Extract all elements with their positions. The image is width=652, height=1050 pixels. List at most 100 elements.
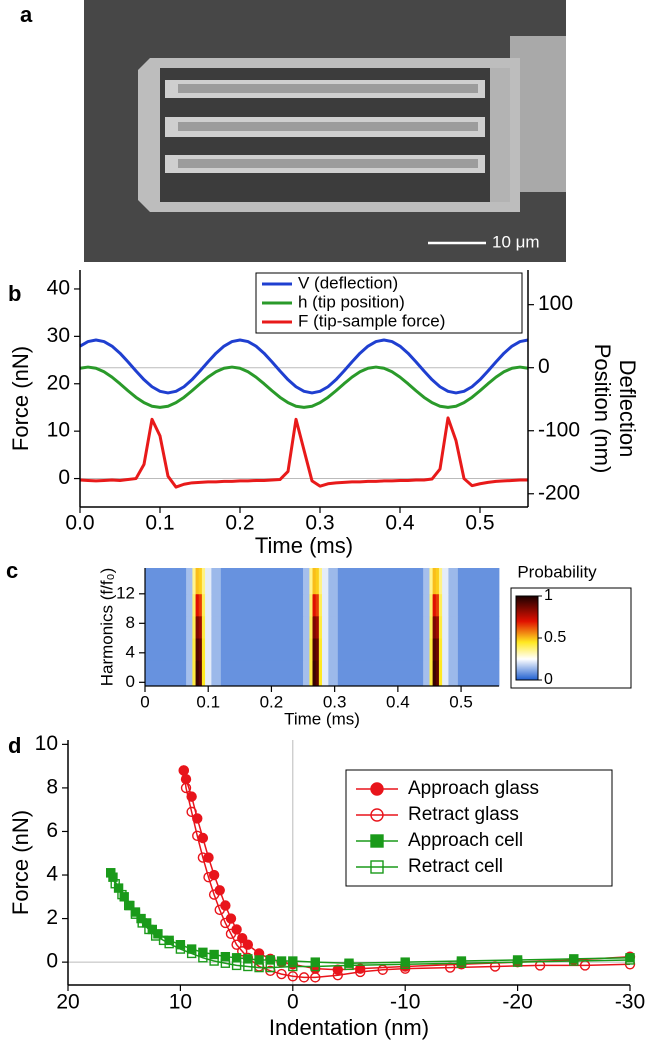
marker: [344, 960, 354, 971]
marker: [237, 932, 248, 944]
beam-slot: [178, 159, 478, 168]
marker: [276, 968, 287, 980]
heatmap-cell: [201, 660, 206, 687]
heatmap-cell: [145, 660, 187, 687]
heatmap-cell: [337, 568, 424, 595]
heatmap-cell: [195, 615, 200, 639]
heatmap-cell: [328, 615, 339, 639]
heatmap-cell: [448, 660, 459, 687]
heatmap-cell: [309, 615, 313, 639]
heatmap-cell: [211, 660, 222, 687]
colorbar-title: Probability: [517, 562, 597, 581]
y-tick-label: 0: [58, 466, 70, 489]
x-tick-label: 0.4: [385, 512, 415, 535]
heatmap-cell: [337, 660, 424, 687]
y-axis-title: Harmonics (f/f₀): [97, 568, 116, 687]
marker: [123, 900, 134, 911]
heatmap-cell: [435, 660, 440, 687]
marker: [164, 938, 174, 949]
series-line: [79, 416, 528, 489]
legend-label: Retract glass: [408, 804, 519, 825]
heatmap-cell: [220, 593, 304, 617]
heatmap-cell: [309, 568, 313, 595]
x-tick-label: 20: [56, 991, 79, 1014]
x-tick-label: -10: [390, 991, 420, 1014]
heatmap-cell: [145, 593, 187, 617]
y2-axis-title: Deflection: [615, 360, 640, 458]
heatmap-cell: [457, 593, 500, 617]
heatmap-cell: [309, 593, 313, 617]
heatmap-cell: [442, 660, 449, 687]
heatmap-cell: [322, 660, 329, 687]
series-line: [183, 770, 631, 979]
heatmap-cell: [337, 638, 424, 661]
marker: [254, 962, 264, 973]
heatmap-cell: [312, 593, 317, 617]
x-tick-label: -30: [615, 991, 645, 1014]
y2-tick-label: 100: [538, 292, 573, 315]
heatmap-cell: [303, 660, 310, 687]
heatmap-cell: [186, 593, 193, 617]
marker: [203, 872, 214, 883]
marker: [310, 961, 320, 972]
y-axis-title: Force (nN): [8, 346, 33, 451]
y2-tick-label: 0: [538, 355, 550, 378]
marker: [512, 957, 523, 967]
heatmap-cell: [309, 660, 313, 687]
scale-bar-label: 10 μm: [492, 232, 540, 251]
x-tick-label: 0.1: [145, 512, 174, 535]
marker: [220, 951, 231, 962]
y-tick-label: 4: [126, 642, 135, 661]
marker: [332, 970, 343, 981]
y-tick-label: 20: [47, 371, 70, 394]
marker: [276, 956, 287, 966]
heatmap-cell: [429, 660, 434, 687]
heatmap-cell: [201, 593, 206, 617]
marker: [355, 963, 366, 974]
heatmap-cell: [432, 615, 437, 639]
marker: [106, 868, 116, 878]
heatmap-cell: [423, 568, 430, 595]
x-tick-label: 0.3: [323, 692, 347, 711]
marker: [214, 904, 225, 916]
marker: [534, 960, 546, 971]
heatmap-cell: [328, 638, 339, 661]
panel-label: d: [8, 733, 21, 758]
x-tick-label: 0.5: [465, 512, 494, 535]
heatmap-cell: [211, 568, 222, 595]
marker: [231, 953, 242, 963]
marker: [186, 791, 197, 802]
colorbar-tick-label: 1: [544, 587, 553, 604]
marker: [137, 918, 147, 928]
heatmap-cell: [318, 638, 323, 661]
y-tick-label: 8: [46, 775, 58, 798]
heatmap-cell: [423, 660, 430, 687]
heatmap-cell: [328, 568, 339, 595]
marker: [265, 962, 276, 973]
x-tick-label: 0.5: [449, 692, 473, 711]
marker: [208, 889, 220, 900]
heatmap-cell: [448, 615, 459, 639]
heatmap-cell: [442, 638, 449, 661]
x-tick-label: -20: [502, 991, 532, 1014]
heatmap-cell: [322, 638, 329, 661]
panel-label: c: [6, 558, 18, 583]
legend-label: F (tip-sample force): [298, 311, 445, 330]
heatmap-cell: [457, 568, 500, 595]
heatmap-cell: [312, 638, 317, 661]
y-tick-label: 6: [46, 819, 58, 842]
heatmap-cell: [192, 660, 196, 687]
y-axis-title: Force (nN): [8, 810, 33, 915]
heatmap-cell: [435, 615, 440, 639]
heatmap-cell: [186, 615, 193, 639]
sem-image: 10 μm: [84, 0, 566, 262]
marker: [175, 944, 186, 954]
heatmap-cell: [442, 568, 449, 595]
heatmap-cell: [435, 638, 440, 661]
marker: [265, 955, 276, 965]
marker: [110, 879, 120, 889]
marker: [400, 959, 410, 970]
heatmap-cell: [192, 638, 196, 661]
marker: [625, 955, 635, 965]
heatmap-cell: [429, 638, 434, 661]
